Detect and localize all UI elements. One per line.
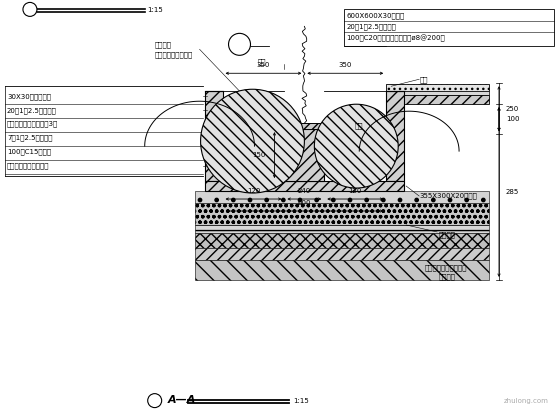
Text: 350: 350 <box>339 62 352 68</box>
Text: 防水层按做法见建筑图: 防水层按做法见建筑图 <box>424 264 466 271</box>
Bar <box>274 123 334 129</box>
Text: 30X30釉面马赛克: 30X30釉面马赛克 <box>7 93 51 100</box>
Text: 结构板面: 结构板面 <box>439 274 456 280</box>
Bar <box>195 260 489 280</box>
Text: 水面: 水面 <box>354 123 363 129</box>
Text: 100厚C20混凝土板（配双向ø8@200）: 100厚C20混凝土板（配双向ø8@200） <box>346 34 445 41</box>
Circle shape <box>148 393 162 408</box>
Bar <box>195 191 489 203</box>
Text: 聚氨脂防水涂料刷两遍3厚: 聚氨脂防水涂料刷两遍3厚 <box>7 121 58 127</box>
Text: 100厚C15混凝土: 100厚C15混凝土 <box>7 149 51 155</box>
Text: 膨胀珍珠岩泡沫混凝土: 膨胀珍珠岩泡沫混凝土 <box>7 163 49 169</box>
Bar <box>386 95 489 104</box>
Text: 20厚1：2.5水泥砂浆: 20厚1：2.5水泥砂浆 <box>7 107 57 114</box>
Text: 预埋水管: 预埋水管 <box>439 232 456 238</box>
Text: 120: 120 <box>247 188 260 194</box>
Text: 20厚1：2.5水泥砂浆: 20厚1：2.5水泥砂浆 <box>346 23 396 30</box>
Bar <box>386 91 489 95</box>
Bar <box>386 84 489 91</box>
Text: 喷水海螺: 喷水海螺 <box>155 41 172 48</box>
Text: 150: 150 <box>253 152 266 158</box>
Circle shape <box>228 34 250 55</box>
Text: 涌泉: 涌泉 <box>257 58 266 65</box>
Text: 4: 4 <box>236 38 242 48</box>
Text: 1: 1 <box>27 4 32 13</box>
Text: 240: 240 <box>298 188 311 194</box>
Text: 600X600X30黄锈石: 600X600X30黄锈石 <box>346 13 404 19</box>
Text: A—A: A—A <box>167 395 196 405</box>
Text: 600: 600 <box>297 200 311 206</box>
Text: 120: 120 <box>348 188 362 194</box>
Bar <box>195 225 489 233</box>
Circle shape <box>200 89 305 193</box>
Bar <box>344 9 554 47</box>
Text: 350: 350 <box>257 62 270 68</box>
Text: 7厚1：2.5水泥砂浆: 7厚1：2.5水泥砂浆 <box>7 135 53 142</box>
Bar <box>284 129 324 181</box>
Text: 100: 100 <box>506 116 520 122</box>
Bar <box>204 181 404 191</box>
Bar <box>204 91 222 181</box>
Circle shape <box>314 104 398 188</box>
Text: 喷水: 喷水 <box>419 76 428 83</box>
Bar <box>386 91 404 181</box>
Text: zhulong.com: zhulong.com <box>504 398 549 403</box>
Bar <box>195 248 489 260</box>
Text: 3: 3 <box>152 396 157 405</box>
Text: 黄锈石石雕（成品）: 黄锈石石雕（成品） <box>155 51 193 58</box>
Text: 355X300X20黄锈石: 355X300X20黄锈石 <box>419 193 477 199</box>
Text: 1:15: 1:15 <box>148 8 164 13</box>
Bar <box>195 233 489 248</box>
Text: 250: 250 <box>506 106 519 112</box>
Circle shape <box>23 3 37 16</box>
Text: 1:15: 1:15 <box>293 398 309 403</box>
Bar <box>195 203 489 225</box>
Text: 285: 285 <box>506 189 519 195</box>
